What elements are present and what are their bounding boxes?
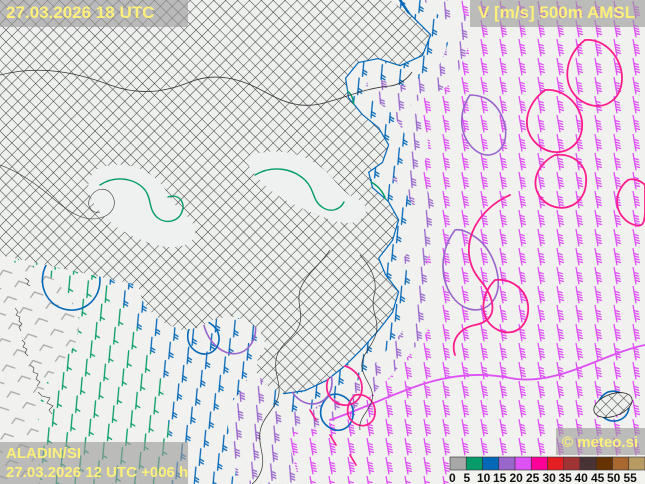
svg-text:40: 40 — [575, 471, 589, 484]
svg-text:27.03.2026 12 UTC +006 h: 27.03.2026 12 UTC +006 h — [6, 464, 188, 481]
svg-text:© meteo.si: © meteo.si — [562, 434, 638, 451]
svg-text:10: 10 — [477, 471, 491, 484]
svg-text:15: 15 — [493, 471, 507, 484]
svg-text:20: 20 — [510, 471, 524, 484]
svg-text:35: 35 — [559, 471, 573, 484]
svg-text:55: 55 — [624, 471, 638, 484]
svg-text:V [m/s] 500m AMSL: V [m/s] 500m AMSL — [478, 3, 635, 22]
svg-text:30: 30 — [543, 471, 557, 484]
svg-text:50: 50 — [607, 471, 621, 484]
svg-text:ALADIN/SI: ALADIN/SI — [6, 445, 81, 462]
svg-text:27.03.2026 18 UTC: 27.03.2026 18 UTC — [6, 3, 154, 22]
svg-text:0: 0 — [449, 471, 456, 484]
svg-text:45: 45 — [591, 471, 605, 484]
svg-text:5: 5 — [464, 471, 471, 484]
svg-text:25: 25 — [526, 471, 540, 484]
